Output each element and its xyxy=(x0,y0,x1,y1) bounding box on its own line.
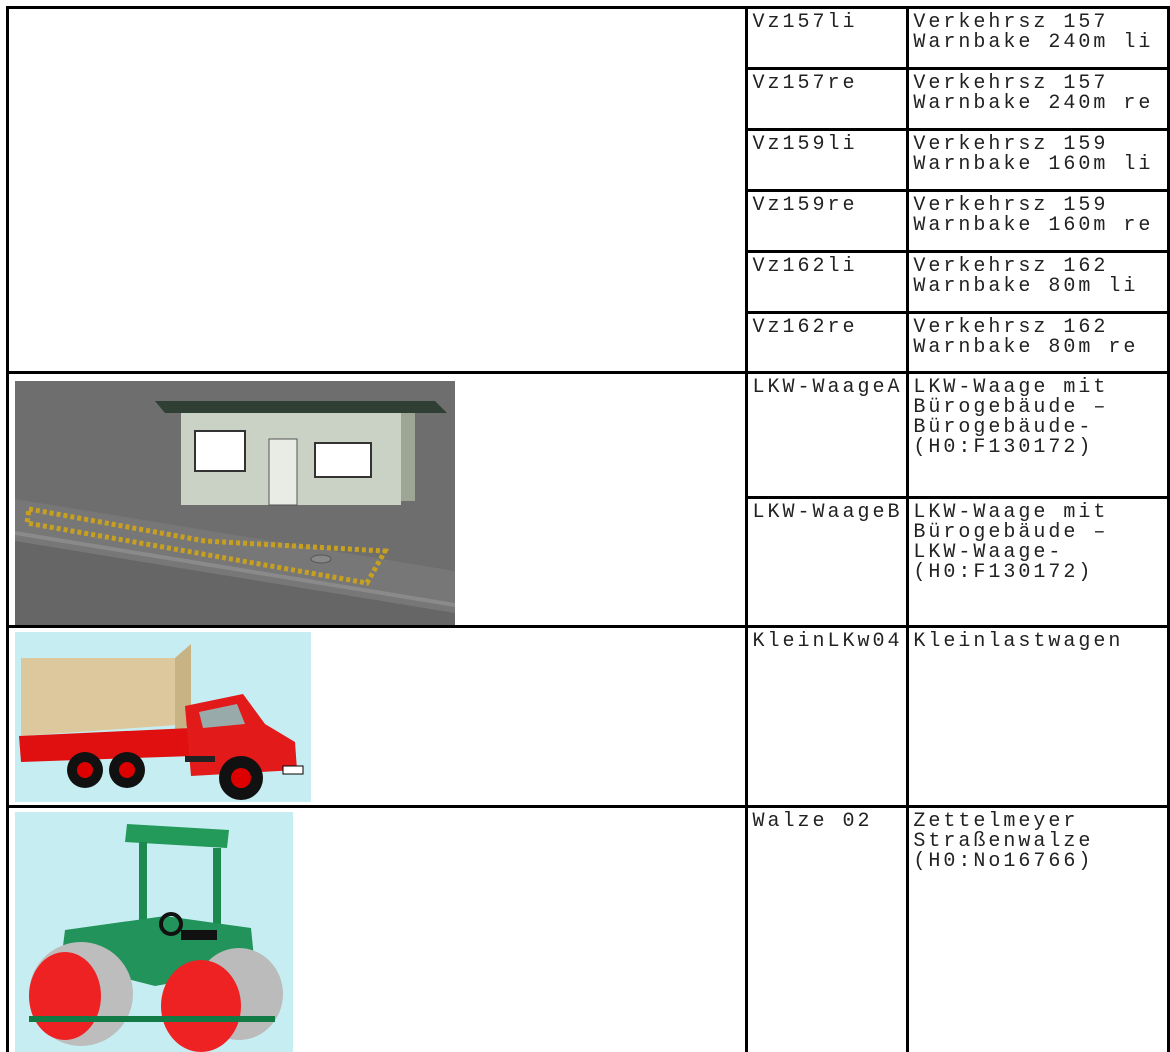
row: Vz159li Verkehrsz 159 Warnbake 160m li xyxy=(8,128,1170,192)
code-cell: Vz159li xyxy=(745,128,910,192)
image-cell xyxy=(5,625,749,808)
code: Vz162li xyxy=(752,255,858,278)
scale-house-image xyxy=(15,381,455,624)
row: KleinLKw04 Kleinlastwagen xyxy=(5,625,1170,808)
desc-cell: Verkehrsz 157 Warnbake 240m li xyxy=(906,6,1170,70)
code: Vz157re xyxy=(752,72,858,95)
row: Vz157li Verkehrsz 157 Warnbake 240m li xyxy=(5,6,1170,374)
row: Walze 02 Zettelmeyer Straßenwalze (H0:No16… xyxy=(5,805,1170,1052)
code-cell: Vz162re xyxy=(745,311,910,374)
code: LKW-WaageB xyxy=(752,501,903,525)
truck-image xyxy=(15,632,311,802)
desc-cell: Verkehrsz 157 Warnbake 240m re xyxy=(906,67,1170,131)
desc-line: (H0:F130172) xyxy=(913,561,1094,585)
code-cell: KleinLKw04 xyxy=(745,625,910,808)
desc-line: Warnbake 80m re xyxy=(913,336,1139,359)
code-cell: Vz157re xyxy=(745,67,910,131)
desc-cell: Zettelmeyer Straßenwalze (H0:No16766) xyxy=(906,805,1170,1052)
image-cell xyxy=(5,6,749,374)
desc-line: Bürogebäude – xyxy=(913,396,1109,419)
code-cell: LKW-WaageB xyxy=(745,496,910,628)
row: Vz162li Verkehrsz 162 Warnbake 80m li xyxy=(8,250,1170,314)
desc-line: Straßenwalze xyxy=(913,830,1094,853)
image-cell xyxy=(5,371,749,628)
code: Vz159re xyxy=(752,194,858,217)
code-cell: Vz157li xyxy=(745,6,910,70)
code: LKW-WaageA xyxy=(752,376,903,399)
desc-line: Kleinlastwagen xyxy=(913,630,1124,653)
catalog-table: Vz157li Verkehrsz 157 Warnbake 240m li Vz… xyxy=(5,6,1170,1052)
code: Vz162re xyxy=(752,316,858,339)
code: Vz159li xyxy=(752,133,858,156)
desc-cell: Verkehrsz 159 Warnbake 160m re xyxy=(906,189,1170,253)
desc-line: LKW-Waage mit xyxy=(913,376,1109,399)
desc-line: LKW-Waage mit xyxy=(913,501,1109,525)
row: Vz159re Verkehrsz 159 Warnbake 160m re xyxy=(8,189,1170,253)
desc-line: Warnbake 240m li xyxy=(913,31,1154,54)
desc-line: Verkehrsz 159 xyxy=(913,133,1109,156)
row: LKW-WaageB LKW-Waage mit Bürogebäude – LKW… xyxy=(8,496,1170,628)
desc-line: Warnbake 80m li xyxy=(913,275,1139,298)
desc-line: Bürogebäude- xyxy=(913,416,1094,439)
code-cell: LKW-WaageA xyxy=(745,370,910,500)
code: Walze 02 xyxy=(752,810,873,833)
code-cell: Walze 02 xyxy=(745,805,910,1052)
row: LKW-WaageA LKW-Waage mit Bürogebäude – Bür… xyxy=(5,370,1170,628)
code-cell: Vz159re xyxy=(745,189,910,253)
desc-cell: Verkehrsz 162 Warnbake 80m li xyxy=(906,250,1170,314)
roller-image xyxy=(15,812,293,1051)
desc-line: (H0:F130172) xyxy=(913,436,1094,459)
desc-line: Verkehrsz 157 xyxy=(913,11,1109,34)
desc-cell: LKW-Waage mit Bürogebäude – LKW-Waage- (H0:… xyxy=(906,496,1170,628)
desc-line: Verkehrsz 157 xyxy=(913,72,1109,95)
desc-cell: Verkehrsz 162 Warnbake 80m re xyxy=(906,311,1170,374)
image-cell xyxy=(5,805,749,1052)
desc-line: Verkehrsz 162 xyxy=(913,316,1109,339)
desc-line: Verkehrsz 162 xyxy=(913,255,1109,278)
desc-cell: LKW-Waage mit Bürogebäude – Bürogebäude- (H… xyxy=(906,370,1170,500)
desc-line: Warnbake 160m li xyxy=(913,153,1154,176)
desc-line: (H0:No16766) xyxy=(913,850,1094,873)
row: Vz162re Verkehrsz 162 Warnbake 80m re xyxy=(8,311,1170,374)
desc-cell: Verkehrsz 159 Warnbake 160m li xyxy=(906,128,1170,192)
desc-line: Warnbake 160m re xyxy=(913,214,1154,237)
code: KleinLKw04 xyxy=(752,630,903,653)
row: Vz157re Verkehrsz 157 Warnbake 240m re xyxy=(8,67,1170,131)
desc-cell: Kleinlastwagen xyxy=(906,625,1170,808)
code: Vz157li xyxy=(752,11,858,34)
desc-line: Zettelmeyer xyxy=(913,810,1079,833)
code-cell: Vz162li xyxy=(745,250,910,314)
desc-line: Warnbake 240m re xyxy=(913,92,1154,115)
desc-line: Verkehrsz 159 xyxy=(913,194,1109,217)
desc-line: LKW-Waage- xyxy=(913,541,1064,565)
desc-line: Bürogebäude – xyxy=(913,521,1109,545)
